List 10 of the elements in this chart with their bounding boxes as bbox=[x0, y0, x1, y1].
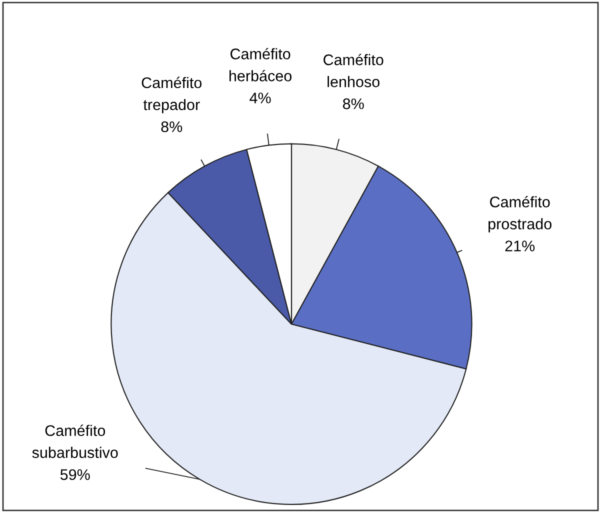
slice-label: Caméfito trepador bbox=[142, 76, 202, 114]
data-label: 59% bbox=[60, 469, 90, 480]
data-label: 21% bbox=[505, 240, 535, 252]
slice-label: Caméfito herbáceo bbox=[230, 48, 292, 82]
slice-label: Caméfito subarbustivo bbox=[32, 424, 118, 458]
slice-label: Caméfito prostrado bbox=[488, 196, 552, 232]
slice-label: Caméfito lenhoso bbox=[324, 54, 384, 88]
data-label: 8% bbox=[342, 98, 364, 110]
data-label: 4% bbox=[250, 92, 271, 104]
data-label: 8% bbox=[161, 121, 182, 132]
